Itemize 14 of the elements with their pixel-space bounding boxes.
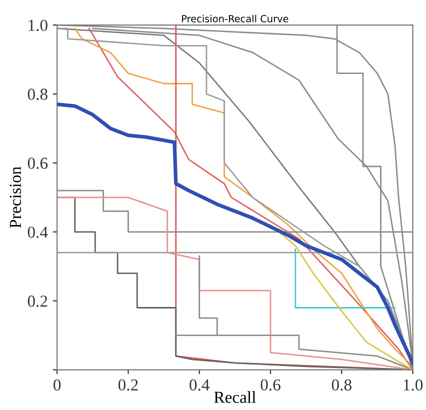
x-tick-label: 1.0 (404, 379, 423, 391)
x-tick-label: 0.2 (118, 379, 138, 391)
y-tick-label: 0.6 (28, 158, 48, 169)
chart-title: Precision-Recall Curve (182, 14, 288, 22)
x-axis-title: Recall (214, 391, 256, 403)
x-tick-label: 0 (54, 379, 61, 391)
x-tick-label: 0.4 (190, 379, 210, 391)
x-tick-label: 0.6 (260, 379, 280, 391)
y-tick-label: 0.2 (28, 296, 48, 307)
y-tick-label: 1.0 (28, 20, 48, 32)
y-tick-label: 0.4 (28, 226, 48, 238)
y-tick-label: 0.8 (28, 88, 48, 100)
x-tick-label: 0.8 (332, 379, 352, 391)
y-axis-title: Precision (10, 166, 22, 228)
